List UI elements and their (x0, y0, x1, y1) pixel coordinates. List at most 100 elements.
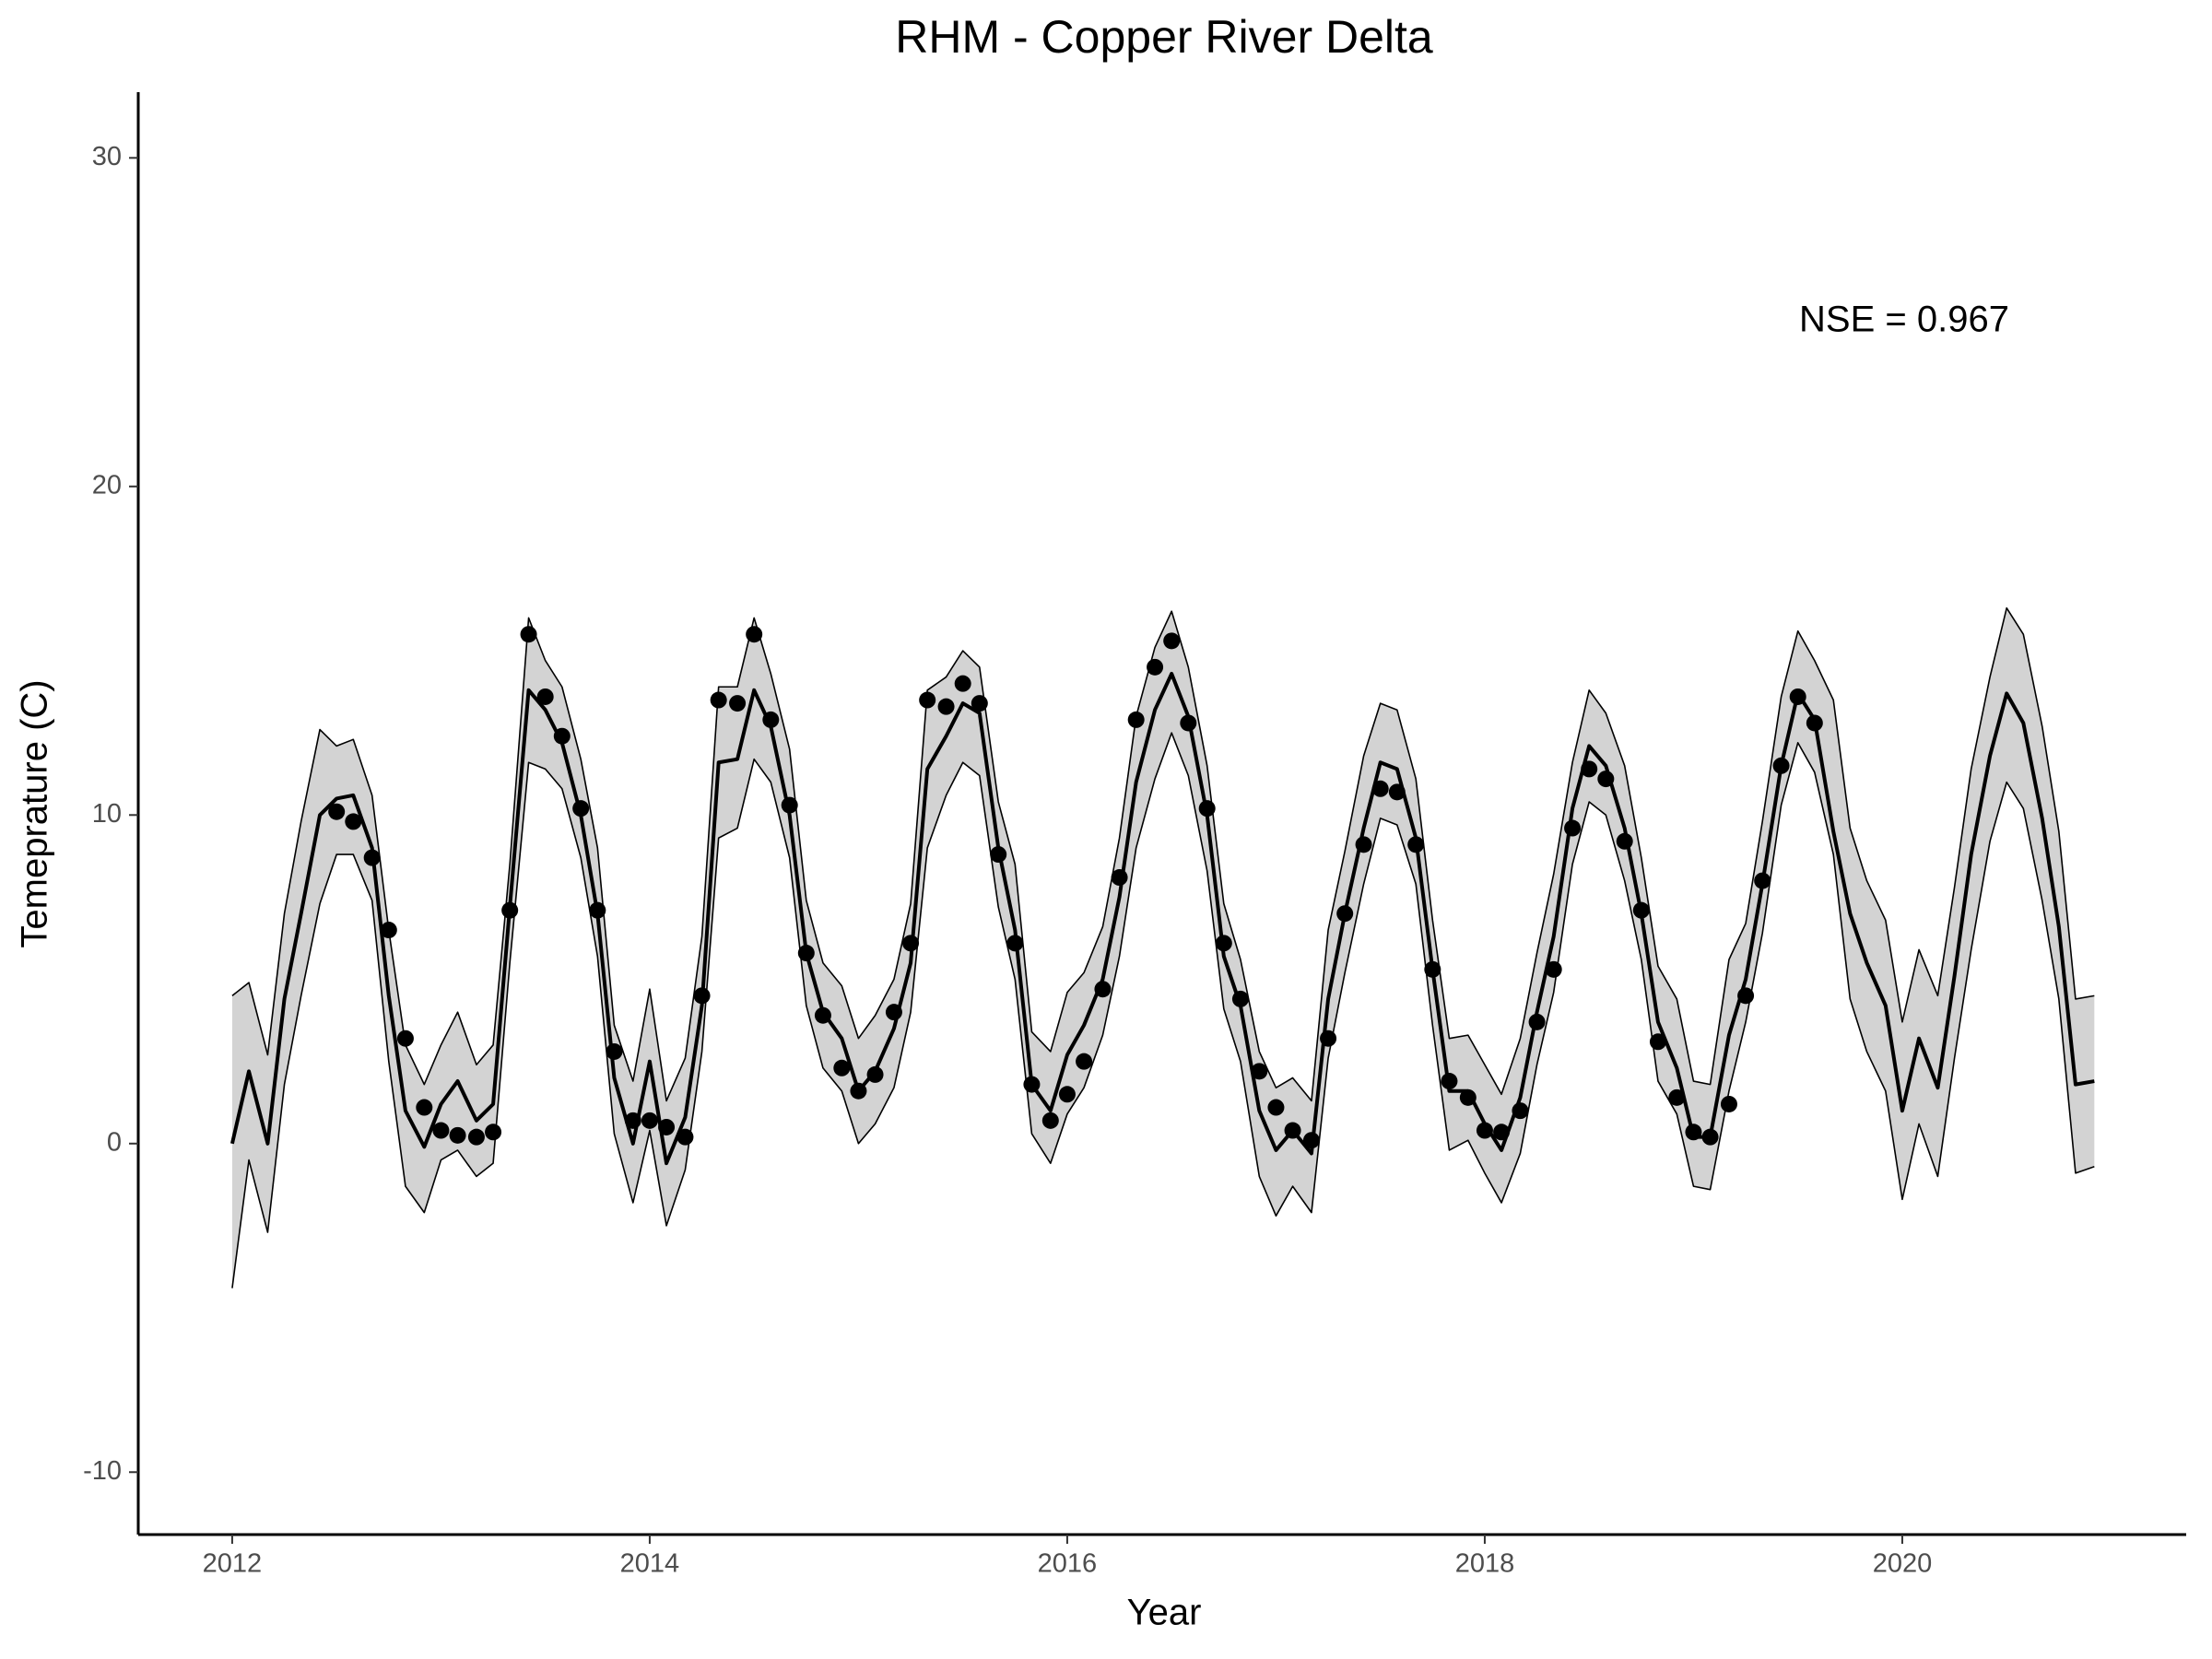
point (990, 846, 1007, 864)
point (902, 935, 920, 952)
point (1284, 1122, 1301, 1139)
x-tick-label: 2016 (1038, 1549, 1098, 1579)
point (814, 1006, 831, 1024)
point (1528, 1013, 1546, 1030)
point (1407, 836, 1425, 853)
point (1006, 935, 1024, 952)
point (971, 695, 988, 712)
y-tick-label: -10 (83, 1456, 122, 1486)
line (229, 671, 2095, 1166)
point (1737, 987, 1755, 1005)
point (919, 691, 936, 709)
point (1336, 905, 1354, 923)
point (833, 1059, 851, 1077)
point (467, 1128, 485, 1146)
point (1058, 1086, 1076, 1103)
point (1041, 1112, 1059, 1129)
point (1163, 632, 1181, 650)
point (485, 1124, 502, 1141)
annotation: NSE = 0.967 (1799, 300, 2009, 340)
point (1215, 935, 1232, 952)
point (1111, 869, 1128, 887)
y-tick-label: 30 (92, 142, 122, 171)
x-tick-label: 2014 (620, 1549, 680, 1579)
point (1597, 771, 1615, 788)
point (677, 1128, 694, 1146)
point (416, 1099, 433, 1116)
x-axis-label: Year (1127, 1593, 1202, 1633)
point (572, 800, 590, 818)
point (396, 1030, 414, 1047)
point (536, 688, 554, 705)
point (1198, 800, 1216, 818)
ribbon (231, 607, 2095, 1288)
point (658, 1118, 676, 1135)
point (1493, 1124, 1511, 1141)
upper-bound (231, 606, 2095, 1102)
point (1616, 832, 1633, 850)
y-tick-label: 20 (92, 470, 122, 500)
point (937, 698, 955, 715)
y-tick-label: 10 (92, 799, 122, 829)
point (729, 695, 747, 712)
point (520, 626, 537, 643)
point (1094, 981, 1112, 998)
point (1789, 688, 1806, 705)
point (553, 727, 571, 745)
x-tick-label: 2020 (1873, 1549, 1933, 1579)
point (850, 1082, 867, 1100)
point (1772, 757, 1790, 774)
point (1320, 1030, 1337, 1047)
point (1147, 658, 1164, 676)
point (1231, 990, 1249, 1007)
y-axis-label: Temeprature (C) (15, 679, 55, 947)
point (1545, 960, 1562, 978)
point (1701, 1128, 1719, 1146)
point (641, 1112, 658, 1129)
point (1685, 1124, 1702, 1141)
point (606, 1042, 623, 1060)
point (1441, 1073, 1458, 1090)
point (1720, 1095, 1737, 1112)
point (866, 1065, 884, 1083)
point (1564, 819, 1582, 837)
point (1388, 783, 1406, 801)
point (1180, 714, 1197, 732)
point (1267, 1099, 1285, 1116)
point (762, 711, 780, 728)
point (624, 1112, 641, 1129)
point (797, 945, 815, 962)
point (746, 626, 763, 643)
point (1424, 960, 1441, 978)
x-tick-label: 2018 (1455, 1549, 1515, 1579)
point (710, 691, 727, 709)
point (449, 1126, 466, 1144)
point (1251, 1063, 1268, 1080)
point (1632, 901, 1650, 919)
point (1076, 1053, 1093, 1070)
point (1459, 1088, 1477, 1106)
point (693, 987, 711, 1005)
point (589, 901, 606, 919)
point (432, 1122, 450, 1139)
point (1754, 872, 1771, 889)
point (345, 813, 362, 830)
point (954, 675, 971, 692)
point (1127, 711, 1145, 728)
point (1355, 836, 1372, 853)
point (501, 901, 519, 919)
point (1806, 714, 1823, 732)
point (1649, 1033, 1666, 1051)
lower-bound (231, 732, 2095, 1288)
point (1476, 1122, 1493, 1139)
chart-title: RHM - Copper River Delta (895, 11, 1433, 63)
point (1581, 760, 1598, 778)
point (1512, 1102, 1529, 1120)
x-tick-label: 2012 (203, 1549, 263, 1579)
point (380, 922, 397, 939)
point (1023, 1076, 1041, 1093)
point (781, 796, 798, 814)
point (363, 849, 381, 866)
point (1302, 1132, 1320, 1149)
